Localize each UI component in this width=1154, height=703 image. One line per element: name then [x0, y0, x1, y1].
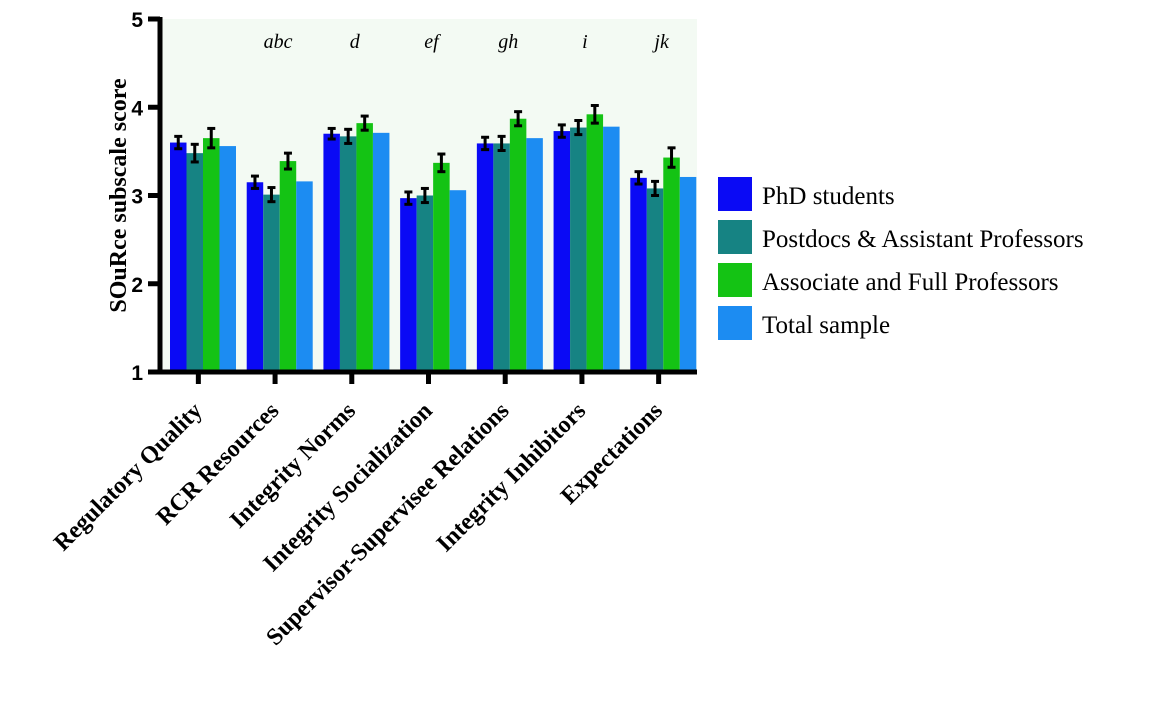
- significance-annotation: d: [350, 31, 361, 53]
- y-tick-label: 2: [131, 274, 143, 297]
- y-axis-label: SOuRce subscale score: [106, 78, 132, 313]
- bar: [203, 138, 220, 372]
- bar: [372, 132, 390, 372]
- legend: PhD students Postdocs & Assistant Profess…: [718, 177, 1084, 340]
- bar: [356, 123, 373, 372]
- bar: [279, 161, 297, 372]
- bar: [339, 136, 357, 372]
- bar: [263, 194, 280, 372]
- bar: [433, 162, 450, 372]
- legend-swatch: [718, 263, 752, 297]
- bar: [246, 182, 264, 372]
- bar: [476, 143, 494, 372]
- bar: [186, 153, 203, 372]
- bar: [219, 146, 236, 372]
- bar: [570, 127, 587, 372]
- bar: [400, 198, 417, 372]
- legend-label: Postdocs & Assistant Professors: [762, 226, 1084, 253]
- significance-annotation: i: [582, 31, 588, 53]
- bar: [586, 114, 604, 372]
- bar: [170, 142, 187, 372]
- axes-layer: 1 2 3 4 5: [131, 9, 697, 385]
- bar: [630, 177, 647, 372]
- bars-layer: [170, 114, 697, 372]
- legend-label: PhD students: [762, 183, 895, 210]
- bar: [509, 118, 527, 372]
- bar: [296, 181, 313, 372]
- bar: [526, 138, 543, 372]
- significance-annotation: ef: [424, 31, 441, 53]
- y-tick-label: 3: [131, 186, 143, 209]
- legend-swatch: [718, 306, 752, 340]
- significance-annotation: gh: [498, 31, 518, 53]
- y-tick-label: 5: [131, 9, 143, 32]
- legend-swatch: [718, 220, 752, 254]
- bar: [679, 176, 697, 372]
- y-tick-label: 1: [131, 362, 143, 385]
- significance-annotation: jk: [651, 31, 670, 53]
- y-tick-label: 4: [131, 97, 143, 120]
- x-tick-label: Integrity Inhibitors: [432, 398, 591, 557]
- annotations-layer: abc d ef gh i jk: [264, 31, 670, 53]
- legend-swatch: [718, 177, 752, 211]
- bar: [663, 157, 680, 372]
- bar: [553, 131, 571, 372]
- bar: [416, 195, 434, 372]
- error-bars-layer: [174, 103, 676, 206]
- significance-annotation: abc: [264, 31, 293, 53]
- legend-label: Total sample: [762, 312, 890, 339]
- bar: [449, 190, 467, 372]
- bar: [323, 133, 340, 372]
- legend-label: Associate and Full Professors: [762, 269, 1059, 296]
- x-tick-label: Regulatory Quality: [49, 398, 207, 556]
- bar: [646, 188, 664, 372]
- bar: [493, 143, 510, 372]
- bar: [603, 126, 620, 372]
